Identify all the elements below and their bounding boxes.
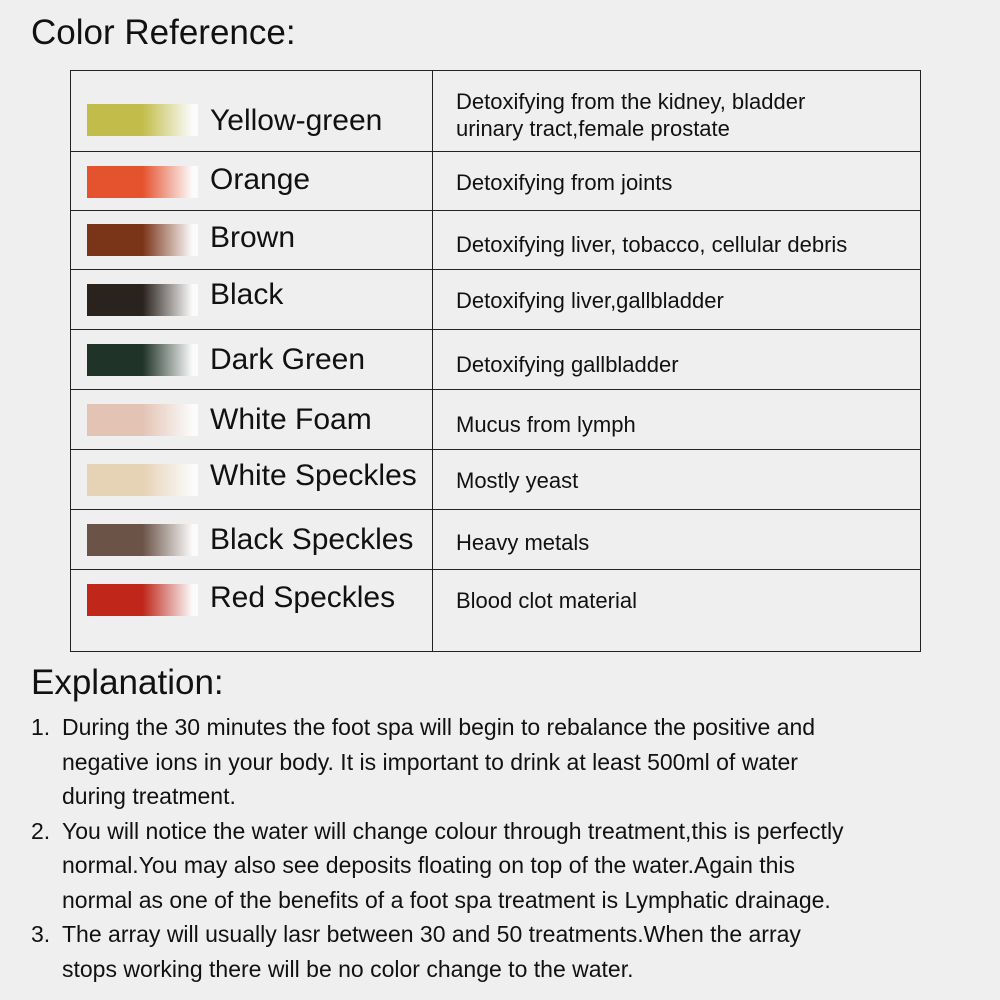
color-swatch — [87, 584, 198, 616]
color-label: White Foam — [210, 403, 372, 436]
color-label: Black Speckles — [210, 523, 414, 556]
color-swatch — [87, 224, 198, 256]
description-line: Mucus from lymph — [456, 412, 636, 437]
table-row: Yellow-green Detoxifying from the kidney,… — [71, 71, 920, 152]
color-description: Detoxifying liver,gallbladder — [456, 287, 724, 314]
item-number: 1. — [31, 714, 51, 740]
color-swatch — [87, 464, 198, 496]
explanation-item: 2. You will notice the water will change … — [31, 814, 844, 918]
color-label: Brown — [210, 221, 296, 254]
description-line: Detoxifying from joints — [456, 170, 673, 195]
color-description: Detoxifying gallbladder — [456, 351, 679, 378]
explanation-list: 1. During the 30 minutes the foot spa wil… — [31, 710, 844, 986]
table-row: Orange Detoxifying from joints — [71, 151, 920, 211]
table-row: Dark Green Detoxifying gallbladder — [71, 329, 920, 390]
item-number: 3. — [31, 921, 51, 947]
description-line: Detoxifying gallbladder — [456, 352, 679, 377]
item-text-line: The array will usually lasr between 30 a… — [62, 921, 801, 947]
table-row: White Foam Mucus from lymph — [71, 389, 920, 450]
color-swatch — [87, 284, 198, 316]
color-description: Detoxifying liver, tobacco, cellular deb… — [456, 231, 847, 258]
description-line: Blood clot material — [456, 588, 637, 613]
item-text-line: You will notice the water will change co… — [62, 817, 844, 844]
color-label: Black — [210, 278, 284, 311]
description-line: urinary tract,female prostate — [456, 116, 730, 141]
item-text-line: normal as one of the benefits of a foot … — [62, 886, 831, 913]
color-label: Orange — [210, 163, 311, 196]
color-label: Dark Green — [210, 343, 366, 376]
description-line: Detoxifying from the kidney, bladder — [456, 89, 806, 114]
color-description: Blood clot material — [456, 587, 637, 614]
color-label: Yellow-green — [210, 104, 383, 137]
item-text-line: during treatment. — [62, 783, 236, 809]
table-row: White Speckles Mostly yeast — [71, 449, 920, 510]
description-line: Detoxifying liver, tobacco, cellular deb… — [456, 232, 848, 257]
item-text-line: negative ions in your body. It is import… — [62, 748, 798, 775]
color-swatch — [87, 524, 198, 556]
item-text-line: normal.You may also see deposits floatin… — [62, 852, 796, 878]
color-label: White Speckles — [210, 459, 417, 492]
explanation-title: Explanation: — [31, 663, 224, 702]
color-description: Detoxifying from the kidney, bladder urin… — [456, 88, 805, 142]
item-text-line: stops working there will be no color cha… — [62, 955, 634, 982]
color-swatch — [87, 404, 198, 436]
color-reference-title: Color Reference: — [31, 13, 296, 52]
description-line: Mostly yeast — [456, 468, 579, 493]
description-line: Heavy metals — [456, 530, 590, 555]
description-line: Detoxifying liver,gallbladder — [456, 288, 724, 313]
item-text-line: During the 30 minutes the foot spa will … — [62, 714, 816, 740]
item-number: 2. — [31, 817, 51, 844]
color-swatch — [87, 166, 198, 198]
color-label: Red Speckles — [210, 581, 396, 614]
explanation-item: 3. The array will usually lasr between 30… — [31, 917, 844, 986]
color-description: Detoxifying from joints — [456, 169, 672, 196]
color-reference-table: Yellow-green Detoxifying from the kidney,… — [70, 70, 921, 652]
table-row: Red Speckles Blood clot material — [71, 569, 920, 652]
column-divider — [432, 71, 433, 651]
color-description: Mucus from lymph — [456, 411, 636, 438]
explanation-item: 1. During the 30 minutes the foot spa wil… — [31, 710, 844, 814]
color-swatch — [87, 104, 198, 136]
color-description: Mostly yeast — [456, 467, 578, 494]
table-row: Black Speckles Heavy metals — [71, 509, 920, 570]
color-description: Heavy metals — [456, 529, 589, 556]
table-row: Brown Detoxifying liver, tobacco, cellula… — [71, 210, 920, 270]
color-swatch — [87, 344, 198, 376]
table-row: Black Detoxifying liver,gallbladder — [71, 269, 920, 330]
